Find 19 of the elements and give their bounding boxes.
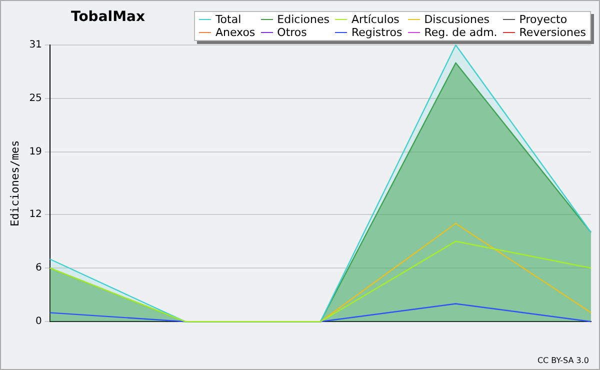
legend-label: Proyecto — [519, 13, 568, 26]
legend-label: Discusiones — [424, 13, 490, 26]
y-axis-title: Ediciones/mes — [8, 140, 22, 226]
y-tick-label: 25 — [29, 93, 42, 104]
legend-label: Total — [215, 13, 242, 26]
legend-label: Anexos — [215, 26, 256, 39]
text: CC BY-SA 3.0 — [537, 356, 589, 365]
y-tick-label: 0 — [36, 316, 42, 328]
y-tick-label: 12 — [29, 209, 42, 220]
legend-label: Reg. de adm. — [424, 26, 498, 39]
legend-label: Reversiones — [519, 26, 586, 39]
legend-label: Otros — [277, 26, 307, 39]
legend-label: Ediciones — [277, 13, 330, 26]
legend-label: Artículos — [351, 13, 400, 26]
y-tick-label: 19 — [29, 146, 42, 158]
y-tick-label: 31 — [29, 40, 42, 51]
legend-label: Registros — [351, 26, 402, 39]
y-tick-label: 6 — [36, 262, 42, 274]
chart-title: TobalMax — [71, 9, 145, 25]
